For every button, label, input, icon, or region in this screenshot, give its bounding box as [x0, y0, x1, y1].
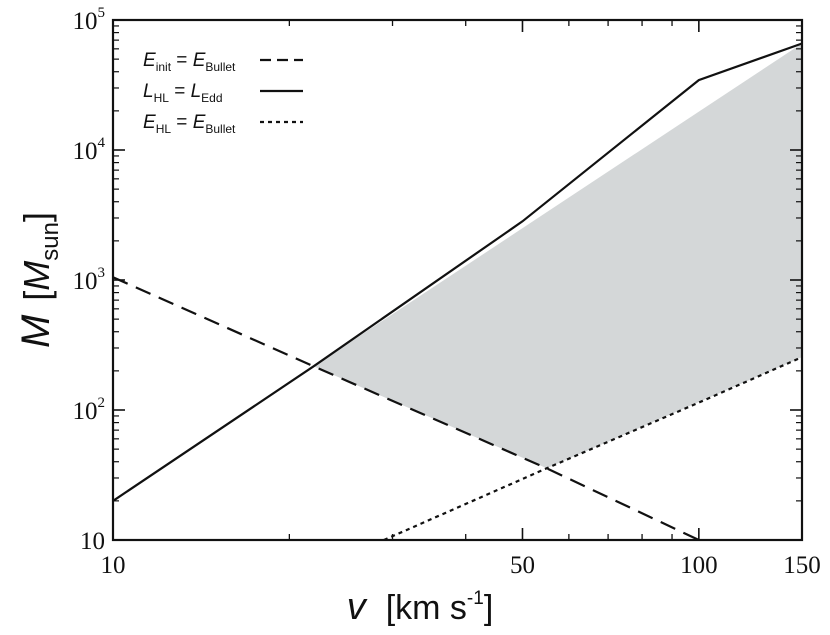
series-line-solid: [112, 42, 803, 502]
series-line-dotted: [383, 356, 803, 542]
legend-label: EHL = EBullet: [143, 112, 236, 136]
legend-label: Einit = EBullet: [143, 50, 236, 74]
y-axis-title: M[Msun]: [14, 212, 64, 348]
x-axis-title: v [km s-1]: [347, 586, 494, 628]
x-axis-variable: v: [347, 586, 368, 628]
y-axis-unit-variable: M: [16, 261, 57, 291]
x-axis-unit: [km s: [386, 589, 467, 627]
series-line-dashed: [112, 276, 700, 541]
y-tick-label: 104: [73, 135, 106, 165]
x-axis-unit-exponent: -1: [467, 588, 484, 609]
y-axis-unit-open: [: [16, 291, 57, 301]
y-axis-unit-close: ]: [16, 212, 57, 222]
y-axis-variable: M: [14, 314, 58, 348]
x-axis-unit-close: ]: [484, 589, 493, 627]
shaded-region: [313, 43, 802, 469]
x-tick-label: 150: [783, 552, 821, 579]
y-axis-unit-subscript: sun: [37, 222, 64, 261]
x-tick-label: 10: [101, 552, 126, 579]
series-layer: [112, 42, 803, 542]
x-tick-label: 100: [680, 552, 718, 579]
y-tick-label: 103: [73, 265, 106, 295]
x-tick-label: 50: [510, 552, 535, 579]
y-tick-label: 105: [73, 5, 106, 35]
legend: Einit = EBullet LHL = LEdd EHL = EBullet: [143, 50, 303, 136]
tick-layer: 10 50 100 150 10 102 103 104 105: [73, 5, 821, 579]
y-tick-label: 10: [80, 528, 105, 555]
y-tick-label: 102: [73, 395, 106, 425]
legend-label: LHL = LEdd: [143, 81, 223, 105]
